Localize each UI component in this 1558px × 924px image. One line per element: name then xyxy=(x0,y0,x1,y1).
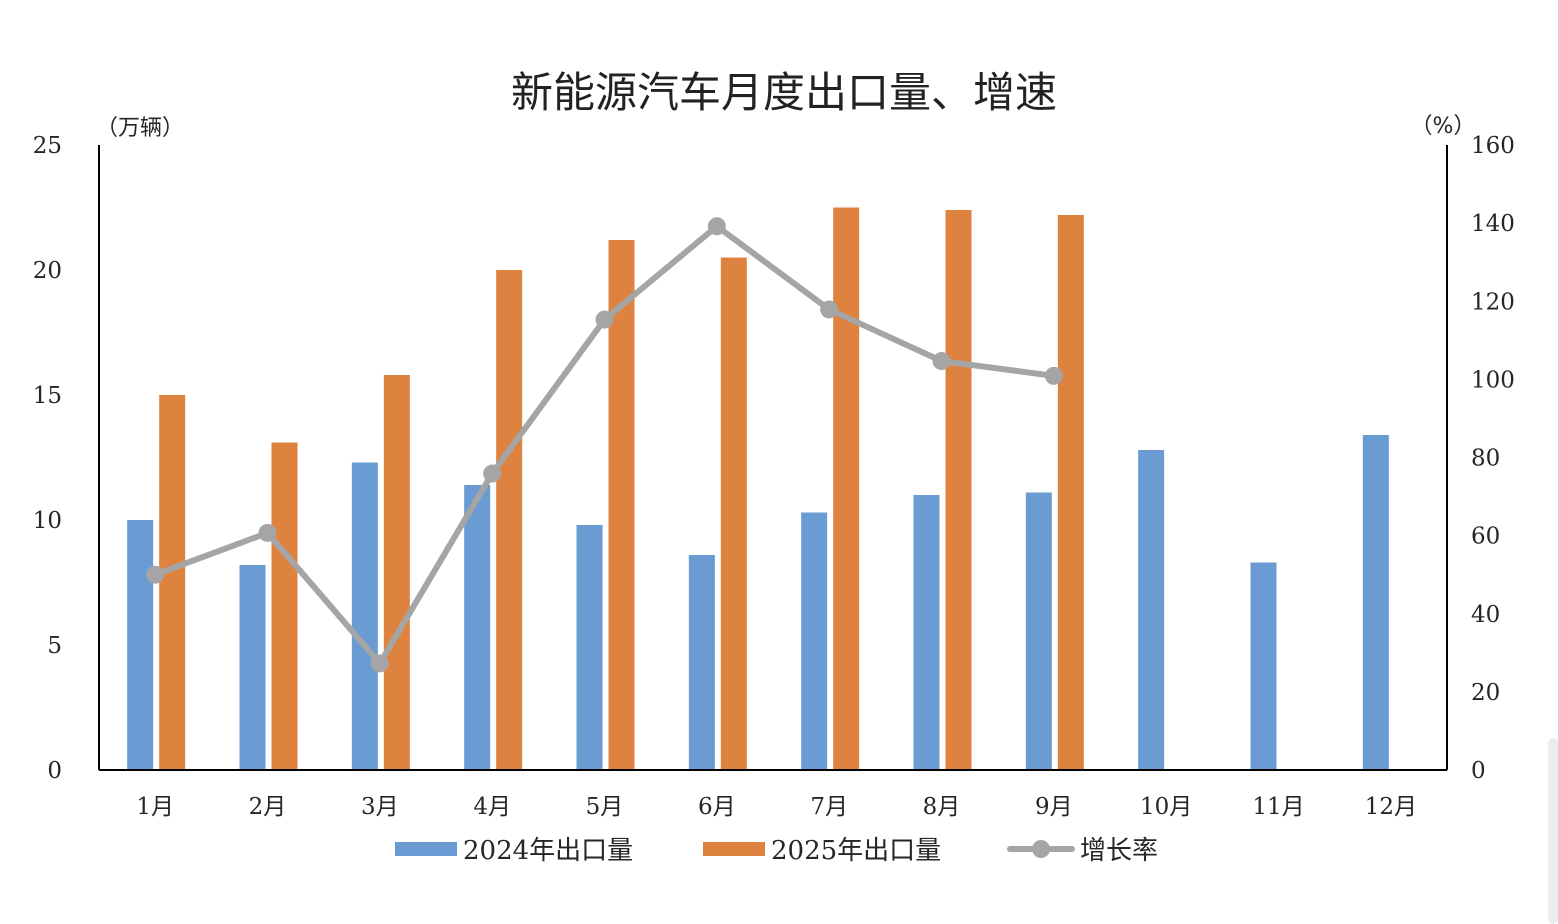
bar-2024-1 xyxy=(127,520,154,770)
x-tick-label: 2月 xyxy=(249,794,287,820)
x-tick-label: 7月 xyxy=(810,794,848,820)
left-tick-label: 25 xyxy=(33,133,62,159)
bar-2025-5 xyxy=(608,240,635,770)
growth-point-5 xyxy=(595,310,614,329)
x-tick-label: 6月 xyxy=(698,794,736,820)
growth-point-3 xyxy=(370,654,389,673)
x-tick-label: 3月 xyxy=(361,794,399,820)
bar-2025-1 xyxy=(159,395,186,770)
bar-2024-8 xyxy=(913,495,940,770)
bar-2025-7 xyxy=(833,207,860,770)
bar-2024-9 xyxy=(1025,492,1052,770)
x-tick-label: 9月 xyxy=(1035,794,1073,820)
right-tick-label: 80 xyxy=(1471,446,1500,472)
bar-2024-2 xyxy=(239,565,266,770)
growth-point-2 xyxy=(258,523,277,542)
right-tick-label: 160 xyxy=(1471,133,1515,159)
left-tick-label: 15 xyxy=(33,383,62,409)
growth-point-7 xyxy=(820,300,839,319)
bar-2025-9 xyxy=(1057,215,1084,770)
right-tick-label: 60 xyxy=(1471,524,1500,550)
bar-2024-10 xyxy=(1138,450,1165,770)
x-tick-label: 4月 xyxy=(473,794,511,820)
right-tick-label: 120 xyxy=(1471,289,1515,315)
growth-point-1 xyxy=(146,565,165,584)
legend-marker-growth xyxy=(1032,840,1050,858)
bar-2024-4 xyxy=(464,485,491,770)
bar-2024-6 xyxy=(688,555,715,770)
growth-line-layer xyxy=(146,217,1063,673)
bar-2024-11 xyxy=(1250,562,1277,770)
bar-2024-3 xyxy=(351,462,378,770)
left-tick-label: 5 xyxy=(47,633,62,659)
left-tick-label: 10 xyxy=(33,508,62,534)
growth-point-9 xyxy=(1044,366,1063,385)
legend-swatch-2025 xyxy=(703,842,765,856)
tick-labels-layer: 0 5 10 15 20 25 0 20 40 60 80 100 120 140 160 1月 2月 3月 4月 5… xyxy=(33,133,1515,820)
bar-2025-4 xyxy=(496,270,523,770)
bar-2025-2 xyxy=(271,442,298,770)
right-tick-label: 140 xyxy=(1471,211,1515,237)
x-tick-label: 5月 xyxy=(586,794,624,820)
left-tick-label: 0 xyxy=(47,758,62,784)
x-tick-label: 11月 xyxy=(1252,794,1304,820)
legend-label-2025: 2025年出口量 xyxy=(771,836,941,866)
bar-2025-6 xyxy=(720,257,747,770)
x-tick-label: 8月 xyxy=(923,794,961,820)
right-axis-unit: （%） xyxy=(1411,114,1476,139)
bar-2024-5 xyxy=(576,525,603,770)
right-tick-label: 40 xyxy=(1471,602,1500,628)
bar-2024-12 xyxy=(1362,435,1389,770)
right-tick-label: 100 xyxy=(1471,367,1515,393)
x-tick-label: 10月 xyxy=(1140,794,1192,820)
growth-point-4 xyxy=(483,464,502,483)
growth-point-6 xyxy=(707,217,726,236)
bars-layer xyxy=(127,207,1389,770)
right-tick-label: 20 xyxy=(1471,680,1500,706)
growth-point-8 xyxy=(932,352,951,371)
legend-label-growth: 增长率 xyxy=(1080,836,1158,866)
left-axis-unit: （万辆） xyxy=(96,116,184,141)
legend-swatch-2024 xyxy=(395,842,457,856)
scrollbar[interactable] xyxy=(1548,738,1558,924)
axes-layer xyxy=(98,145,1448,771)
bar-2025-8 xyxy=(945,210,972,770)
chart-title: 新能源汽车月度出口量、增速 xyxy=(511,68,1057,117)
x-tick-label: 12月 xyxy=(1365,794,1417,820)
bar-2024-7 xyxy=(801,512,828,770)
legend: 2024年出口量 2025年出口量 增长率 xyxy=(395,836,1158,866)
right-tick-label: 0 xyxy=(1471,758,1486,784)
legend-label-2024: 2024年出口量 xyxy=(463,836,633,866)
x-tick-label: 1月 xyxy=(136,794,174,820)
left-tick-label: 20 xyxy=(33,258,62,284)
bar-2025-3 xyxy=(383,375,410,770)
